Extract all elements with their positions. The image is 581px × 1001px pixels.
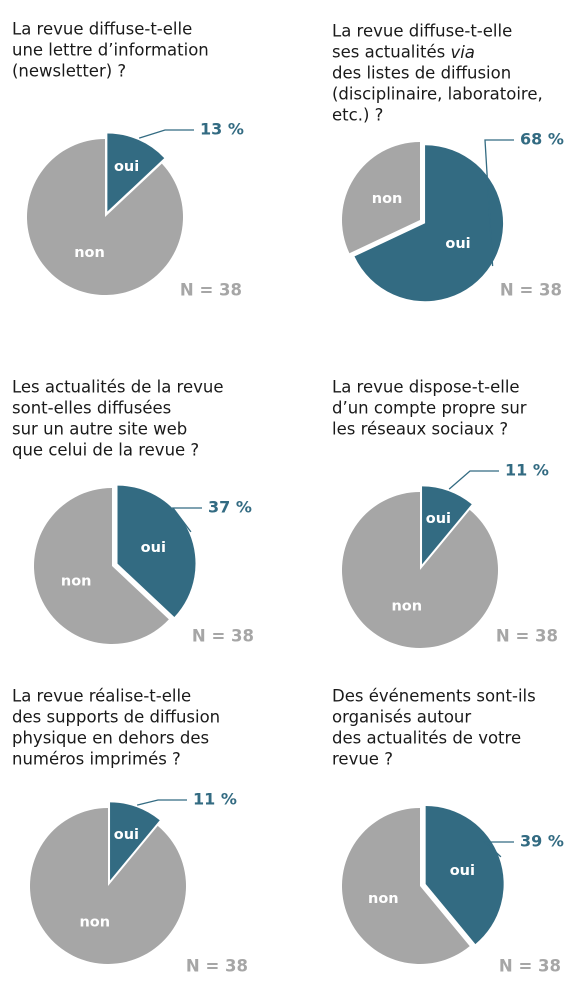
chart-title: des listes de diffusion [332, 64, 511, 83]
chart-title: que celui de la revue ? [12, 441, 199, 460]
slice-label: oui [141, 540, 166, 556]
pie-slice [107, 133, 165, 212]
chart-title: d’un compte propre sur [332, 399, 527, 418]
pie-slice [34, 488, 169, 644]
chart-title: organisés autour [332, 708, 471, 727]
slice-label: non [391, 599, 422, 615]
pie-slice [30, 808, 187, 965]
chart-title: La revue diffuse-t-elle [332, 22, 512, 41]
chart-title: etc.) ? [332, 106, 383, 125]
slice-label: oui [426, 511, 451, 527]
chart-title: La revue dispose-t-elle [332, 378, 520, 397]
slice-label: non [79, 915, 110, 931]
leader-line [138, 129, 194, 139]
value-label: 68 % [520, 130, 564, 149]
leader-line [448, 470, 499, 490]
slice-label: non [368, 891, 399, 907]
value-label: 39 % [520, 832, 564, 851]
chart-title: des supports de diffusion [12, 708, 220, 727]
chart-title: (disciplinaire, laboratoire, [332, 85, 543, 104]
chart-title: La revue réalise-t-elle [12, 687, 191, 706]
sample-size: N = 38 [192, 627, 254, 646]
chart-title: des actualités de votre [332, 729, 521, 748]
leader-line [171, 507, 202, 533]
chart-title: les réseaux sociaux ? [332, 420, 508, 439]
chart-title: (newsletter) ? [12, 62, 126, 81]
chart-title: La revue diffuse-t-elle [12, 20, 192, 39]
slice-label: oui [445, 236, 470, 252]
sample-size: N = 38 [180, 281, 242, 300]
slice-label: non [74, 245, 105, 261]
sample-size: N = 38 [500, 281, 562, 300]
chart-title: Les actualités de la revue [12, 378, 224, 397]
slice-label: non [372, 191, 403, 207]
pie-slice [422, 486, 472, 565]
italic-word: via [450, 43, 474, 62]
chart-title: sont-elles diffusées [12, 399, 171, 418]
chart-title: physique en dehors des [12, 729, 209, 748]
pie-slice [110, 802, 160, 881]
sample-size: N = 38 [496, 627, 558, 646]
chart-title: sur un autre site web [12, 420, 187, 439]
slice-label: oui [114, 827, 139, 843]
value-label: 37 % [208, 498, 252, 517]
pie-slice [342, 142, 420, 254]
slice-label: non [61, 573, 92, 589]
chart-title: Des événements sont-ils [332, 687, 536, 706]
leader-line [136, 799, 187, 806]
pie-slice [26, 139, 183, 295]
pie-slice [117, 485, 196, 618]
pie-slice [354, 145, 504, 302]
chart-title: une lettre d’information [12, 41, 209, 60]
chart-title: revue ? [332, 750, 393, 769]
leader-line [483, 841, 514, 858]
value-label: 11 % [193, 790, 237, 809]
sample-size: N = 38 [499, 957, 561, 976]
pie-slice [425, 805, 504, 945]
leader-line [484, 139, 514, 267]
pie-slice [342, 808, 470, 964]
chart-title: numéros imprimés ? [12, 750, 181, 769]
slice-label: oui [450, 863, 475, 879]
pie-slice [342, 492, 499, 649]
value-label: 13 % [200, 120, 244, 139]
value-label: 11 % [505, 461, 549, 480]
sample-size: N = 38 [186, 957, 248, 976]
slice-label: oui [114, 159, 139, 175]
chart-title: ses actualités via [332, 43, 475, 62]
